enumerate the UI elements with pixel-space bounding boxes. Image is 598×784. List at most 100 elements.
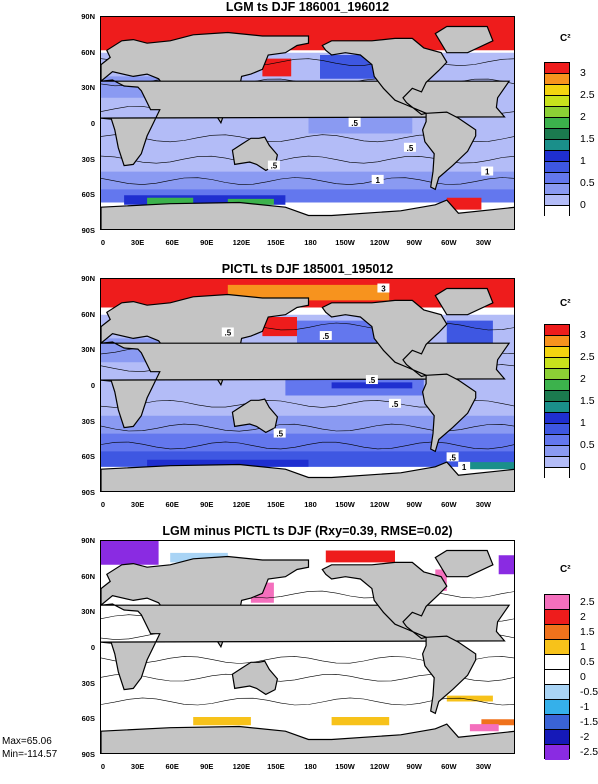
colorbar-swatch [545, 347, 569, 358]
land-africa [101, 79, 511, 167]
colorbar-swatch [545, 63, 569, 74]
contour-fill-region [469, 462, 514, 470]
land-north-america [321, 37, 448, 116]
lat-tick-label: 90S [81, 488, 95, 497]
contour-fill-region [498, 555, 514, 575]
colorbar-label: 2.5 [580, 89, 595, 101]
contour-fill-region [262, 317, 297, 337]
lon-tick-label: 60E [165, 238, 179, 247]
lat-tick-label: 30N [81, 607, 95, 617]
contour-line [101, 177, 514, 185]
lon-tick-label: 180 [304, 238, 317, 247]
chart-title: PICTL ts DJF 185001_195012 [221, 262, 394, 276]
map-plot: 3 .5 .5 .5 .5 .5 .5 1 [100, 278, 515, 492]
lon-tick-label: 30E [130, 762, 145, 771]
colorbar-swatch [545, 184, 569, 195]
svg-text:.5: .5 [351, 119, 358, 128]
lon-tick-label: 0 [100, 500, 106, 509]
lon-tick-label: 120W [369, 238, 390, 247]
land-greenland [434, 549, 494, 578]
lat-tick-label: 30N [81, 345, 95, 355]
svg-text:.5: .5 [407, 144, 414, 153]
lon-tick-label: 120E [232, 762, 251, 771]
land-south-america [421, 373, 477, 453]
colorbar-swatch [545, 424, 569, 435]
land-south-america [421, 111, 477, 191]
contour-label: 3 [377, 283, 390, 294]
lon-tick-label: 30W [475, 500, 492, 509]
min-stat: Min=-114.57 [2, 749, 58, 760]
colorbar-label: 0 [580, 199, 586, 211]
contour-line [101, 697, 514, 706]
lon-tick-label: 60W [441, 238, 457, 247]
svg-text:.5: .5 [392, 400, 399, 409]
lon-tick-label: 180 [304, 762, 317, 771]
colorbar-label: 1.5 [580, 133, 595, 145]
colorbar-swatch [545, 195, 569, 206]
lon-tick-label: 90W [406, 500, 422, 509]
lat-tick-label: 60N [81, 47, 95, 57]
land-australia [231, 398, 279, 434]
lon-tick-label: 120E [232, 500, 251, 509]
colorbar-label: 0.5 [580, 655, 595, 668]
colorbar [544, 324, 570, 479]
lat-tick-label: 60S [81, 452, 95, 462]
contour-fill-region [320, 55, 378, 79]
contour-label: .5 [446, 452, 459, 462]
land-antarctica [101, 461, 514, 491]
svg-text:1: 1 [375, 176, 380, 185]
land-greenland [434, 25, 494, 54]
lat-tick-label: 30S [81, 154, 95, 164]
lon-tick-label: 150W [335, 762, 355, 771]
colorbar-label: 0.5 [580, 439, 595, 451]
lon-tick-label: 60W [441, 762, 457, 771]
colorbar-label: -2.5 [580, 745, 598, 758]
svg-text:1: 1 [485, 168, 490, 177]
panel-difference: LGM minus PICTL ts DJF (Rxy=0.39, RMSE=0… [0, 524, 598, 784]
contour-fill-region [446, 695, 493, 702]
colorbar-swatch [545, 446, 569, 457]
map-field [101, 541, 514, 753]
colorbar-swatch [545, 700, 569, 715]
land-africa [101, 603, 511, 691]
land-antarctica [101, 199, 514, 229]
contour-label: .5 [365, 375, 378, 385]
svg-text:.5: .5 [369, 376, 376, 385]
lon-tick-label: 90W [406, 762, 422, 771]
colorbar-swatch [545, 206, 569, 217]
colorbar-swatch [545, 468, 569, 479]
colorbar-swatch [545, 457, 569, 468]
lat-tick-label: 0 [90, 119, 95, 128]
land-antarctica [101, 723, 514, 753]
colorbar-swatch [545, 336, 569, 347]
colorbar-label: -1.5 [580, 715, 598, 728]
lon-tick-label: 120W [369, 762, 390, 771]
colorbar-label: -1 [580, 700, 590, 713]
svg-text:3: 3 [381, 285, 386, 294]
svg-text:.5: .5 [276, 430, 283, 439]
contour-fill-region [101, 541, 159, 565]
colorbar-swatch [545, 435, 569, 446]
lon-tick-label: 180 [304, 500, 317, 509]
colorbar-swatch [545, 129, 569, 140]
colorbar-swatch [545, 402, 569, 413]
colorbar-label: 2 [580, 610, 586, 623]
lat-tick-label: 60S [81, 190, 95, 200]
colorbar-label: 0.5 [580, 177, 595, 189]
chart-title: LGM ts DJF 186001_196012 [225, 0, 390, 14]
lat-tick-label: 0 [90, 643, 95, 652]
contour-fill-region [193, 717, 251, 726]
lat-tick-label: 30N [81, 83, 95, 93]
lat-tick-label: 60N [81, 571, 95, 581]
lon-tick-label: 60E [165, 500, 179, 509]
contour-label: .5 [267, 160, 280, 171]
colorbar-swatch [545, 162, 569, 173]
panel-lgm: LGM ts DJF 186001_196012 .5 .5 .5 1 1 C² 90N… [0, 0, 598, 260]
map-plot: .5 .5 .5 1 1 [100, 16, 515, 230]
lat-tick-label: 90S [81, 226, 95, 235]
colorbar-swatch [545, 640, 569, 655]
contour-label: .5 [319, 331, 332, 341]
lon-tick-label: 150E [267, 238, 285, 247]
colorbar-swatch [545, 107, 569, 118]
lon-tick-label: 0 [100, 762, 106, 771]
